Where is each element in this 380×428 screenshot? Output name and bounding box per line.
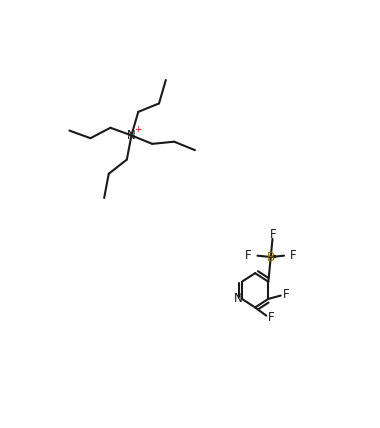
Text: N: N xyxy=(127,129,136,142)
Text: B: B xyxy=(267,250,275,264)
Text: N: N xyxy=(234,292,243,305)
Text: F: F xyxy=(290,249,297,262)
Text: F: F xyxy=(283,288,289,301)
Text: F: F xyxy=(245,249,252,262)
Text: +: + xyxy=(135,125,142,134)
Text: F: F xyxy=(268,311,274,324)
Text: F: F xyxy=(270,229,276,241)
